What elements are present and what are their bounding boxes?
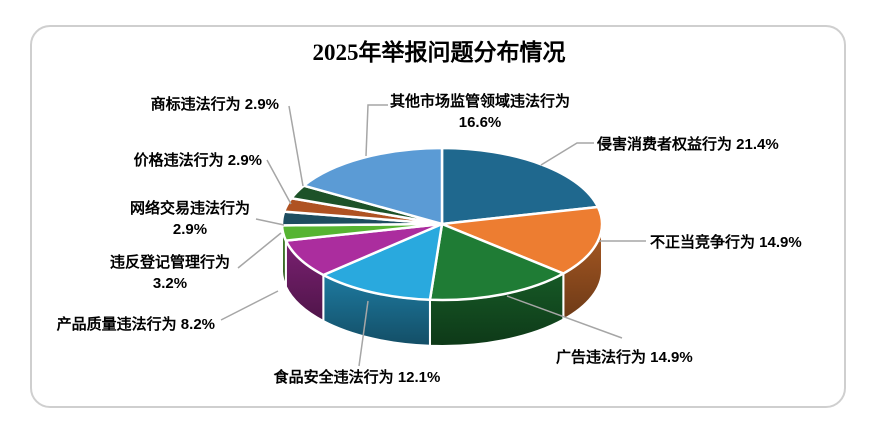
slice-label-other-market: 其他市场监管领域违法行为 16.6% [390, 91, 570, 133]
slice-label-value: 3.2% [152, 275, 188, 292]
leader-line-advertising [506, 295, 623, 339]
pie-slice-other-market [302, 146, 444, 226]
slice-label-online-transaction: 网络交易违法行为 2.9% [130, 198, 250, 240]
slice-label-text: 其他市场监管领域违法行为 [389, 93, 571, 110]
pie-slice-food-safety [322, 222, 444, 302]
slice-label-consumer-rights: 侵害消费者权益行为 21.4% [597, 136, 779, 153]
leader-line-consumer-rights [540, 142, 594, 166]
leader-line-product-quality [220, 290, 279, 321]
chart-title: 2025年举报问题分布情况 [312, 40, 566, 65]
pie-slice-advertising [428, 222, 565, 302]
leader-line-food-safety [358, 300, 369, 367]
slice-label-registration: 违反登记管理行为 3.2% [110, 252, 230, 294]
slice-label-value: 16.6% [458, 114, 502, 131]
leader-line-trademark [288, 105, 304, 187]
leader-line-price [266, 159, 292, 205]
slice-label-trademark: 商标违法行为 2.9% [150, 96, 279, 113]
slice-label-advertising: 广告违法行为 14.9% [556, 349, 693, 366]
leader-line-online-transaction [255, 218, 285, 226]
slice-label-price: 价格违法行为 2.9% [133, 152, 262, 169]
slice-label-product-quality: 产品质量违法行为 8.2% [56, 316, 215, 333]
leader-line-registration [237, 232, 282, 269]
pie-slice-unfair-competition [440, 205, 604, 275]
leader-line-other-market [365, 104, 388, 157]
slice-label-unfair-competition: 不正当竞争行为 14.9% [650, 234, 802, 251]
slice-label-food-safety: 食品安全违法行为 12.1% [273, 369, 441, 386]
slice-label-text: 违反登记管理行为 [109, 254, 231, 271]
slice-label-value: 2.9% [172, 221, 208, 238]
slice-label-text: 网络交易违法行为 [129, 200, 251, 217]
